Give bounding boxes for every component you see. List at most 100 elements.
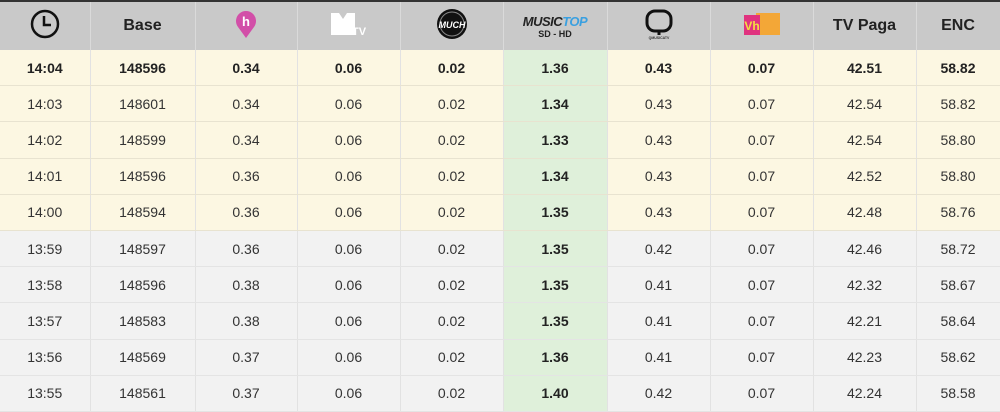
vh1-logo: Vh [743,12,780,35]
tvpaga-cell: 42.51 [813,50,917,87]
table-row: 13:56 148569 0.37 0.06 0.02 1.36 0.41 0.07 42.23… [0,339,1000,376]
h-channel-cell: 0.34 [195,85,298,123]
time-cell: 14:00 [0,194,91,231]
base-cell: 148561 [90,375,196,412]
time-cell: 14:01 [0,158,91,195]
base-cell: 148583 [90,302,196,340]
base-cell: 148601 [90,85,196,123]
vh1-cell: 0.07 [710,50,814,87]
table-row: 14:00 148594 0.36 0.06 0.02 1.35 0.43 0.07 42.48… [0,194,1000,231]
much-cell: 0.02 [400,375,504,412]
mtv-header: TV [297,1,401,50]
svg-text:QMUSICATV: QMUSICATV [648,36,669,40]
much-cell: 0.02 [400,158,504,195]
mtv-cell: 0.06 [297,121,401,159]
tvpaga-cell: 42.23 [813,339,917,376]
time-cell: 14:02 [0,121,91,159]
h-channel-cell: 0.36 [195,230,298,268]
time-cell: 13:58 [0,266,91,304]
qmusica-cell: 0.42 [607,375,711,412]
vh1-cell: 0.07 [710,158,814,195]
enc-header: ENC [916,1,1000,50]
enc-cell: 58.76 [916,194,1000,231]
musictop-cell: 1.33 [503,121,608,159]
enc-cell: 58.64 [916,302,1000,340]
table-row: 14:02 148599 0.34 0.06 0.02 1.33 0.43 0.07 42.54… [0,121,1000,159]
musictop-logo: MUSICTOP [522,13,588,29]
qmusica-cell: 0.43 [607,85,711,123]
musictop-cell: 1.35 [503,230,608,268]
base-cell: 148594 [90,194,196,231]
mtv-cell: 0.06 [297,50,401,87]
musictop-cell: 1.35 [503,302,608,340]
table-row: 13:55 148561 0.37 0.06 0.02 1.40 0.42 0.07 42.24… [0,375,1000,412]
h-channel-cell: 0.38 [195,266,298,304]
much-cell: 0.02 [400,121,504,159]
h-channel-cell: 0.37 [195,339,298,376]
clock-icon [30,9,59,38]
mtv-cell: 0.06 [297,85,401,123]
musictop-cell: 1.40 [503,375,608,412]
qmusica-cell: 0.43 [607,121,711,159]
tvpaga-cell: 42.48 [813,194,917,231]
h-channel-logo: h [236,10,256,38]
time-cell: 14:03 [0,85,91,123]
h-channel-cell: 0.38 [195,302,298,340]
enc-cell: 58.67 [916,266,1000,304]
time-cell: 13:57 [0,302,91,340]
tvpaga-cell: 42.54 [813,85,917,123]
musictop-header: MUSICTOP SD - HD [503,1,608,50]
qmusica-cell: 0.43 [607,50,711,87]
mtv-cell: 0.06 [297,266,401,304]
vh1-cell: 0.07 [710,230,814,268]
vh1-cell: 0.07 [710,266,814,304]
mtv-cell: 0.06 [297,375,401,412]
tvpaga-cell: 42.52 [813,158,917,195]
musictop-cell: 1.35 [503,266,608,304]
musictop-cell: 1.35 [503,194,608,231]
table-row: 14:03 148601 0.34 0.06 0.02 1.34 0.43 0.07 42.54… [0,85,1000,123]
musictop-cell: 1.34 [503,85,608,123]
h-channel-cell: 0.36 [195,158,298,195]
tvpaga-cell: 42.46 [813,230,917,268]
enc-cell: 58.80 [916,158,1000,195]
table-row: 13:59 148597 0.36 0.06 0.02 1.35 0.42 0.07 42.46… [0,230,1000,268]
vh1-cell: 0.07 [710,194,814,231]
h-channel-cell: 0.34 [195,121,298,159]
base-cell: 148597 [90,230,196,268]
mtv-cell: 0.06 [297,302,401,340]
qmusica-cell: 0.43 [607,158,711,195]
h-channel-cell: 0.34 [195,50,298,87]
mtv-logo: TV [330,12,366,38]
vh1-cell: 0.07 [710,375,814,412]
table-row: 13:57 148583 0.38 0.06 0.02 1.35 0.41 0.07 42.21… [0,302,1000,340]
qmusica-cell: 0.41 [607,339,711,376]
h-channel-cell: 0.37 [195,375,298,412]
much-cell: 0.02 [400,302,504,340]
svg-text:TV: TV [351,26,366,37]
much-cell: 0.02 [400,266,504,304]
vh1-cell: 0.07 [710,121,814,159]
mtv-cell: 0.06 [297,339,401,376]
qmusica-header: QMUSICATV [607,1,711,50]
tvpaga-cell: 42.24 [813,375,917,412]
much-logo: MUCH [436,8,467,39]
h-channel-cell: 0.36 [195,194,298,231]
much-cell: 0.02 [400,50,504,87]
base-cell: 148599 [90,121,196,159]
base-cell: 148596 [90,50,196,87]
vh1-cell: 0.07 [710,85,814,123]
tvpaga-cell: 42.54 [813,121,917,159]
qmusica-cell: 0.42 [607,230,711,268]
vh1-header: Vh [710,1,814,50]
table-row: 14:04 148596 0.34 0.06 0.02 1.36 0.43 0.07 42.51… [0,50,1000,87]
table-row: 13:58 148596 0.38 0.06 0.02 1.35 0.41 0.07 42.32… [0,266,1000,304]
musictop-cell: 1.34 [503,158,608,195]
qmusica-cell: 0.43 [607,194,711,231]
time-cell: 13:59 [0,230,91,268]
h-channel-header: h [195,1,298,50]
svg-text:h: h [242,14,250,29]
much-header: MUCH [400,1,504,50]
base-cell: 148596 [90,266,196,304]
